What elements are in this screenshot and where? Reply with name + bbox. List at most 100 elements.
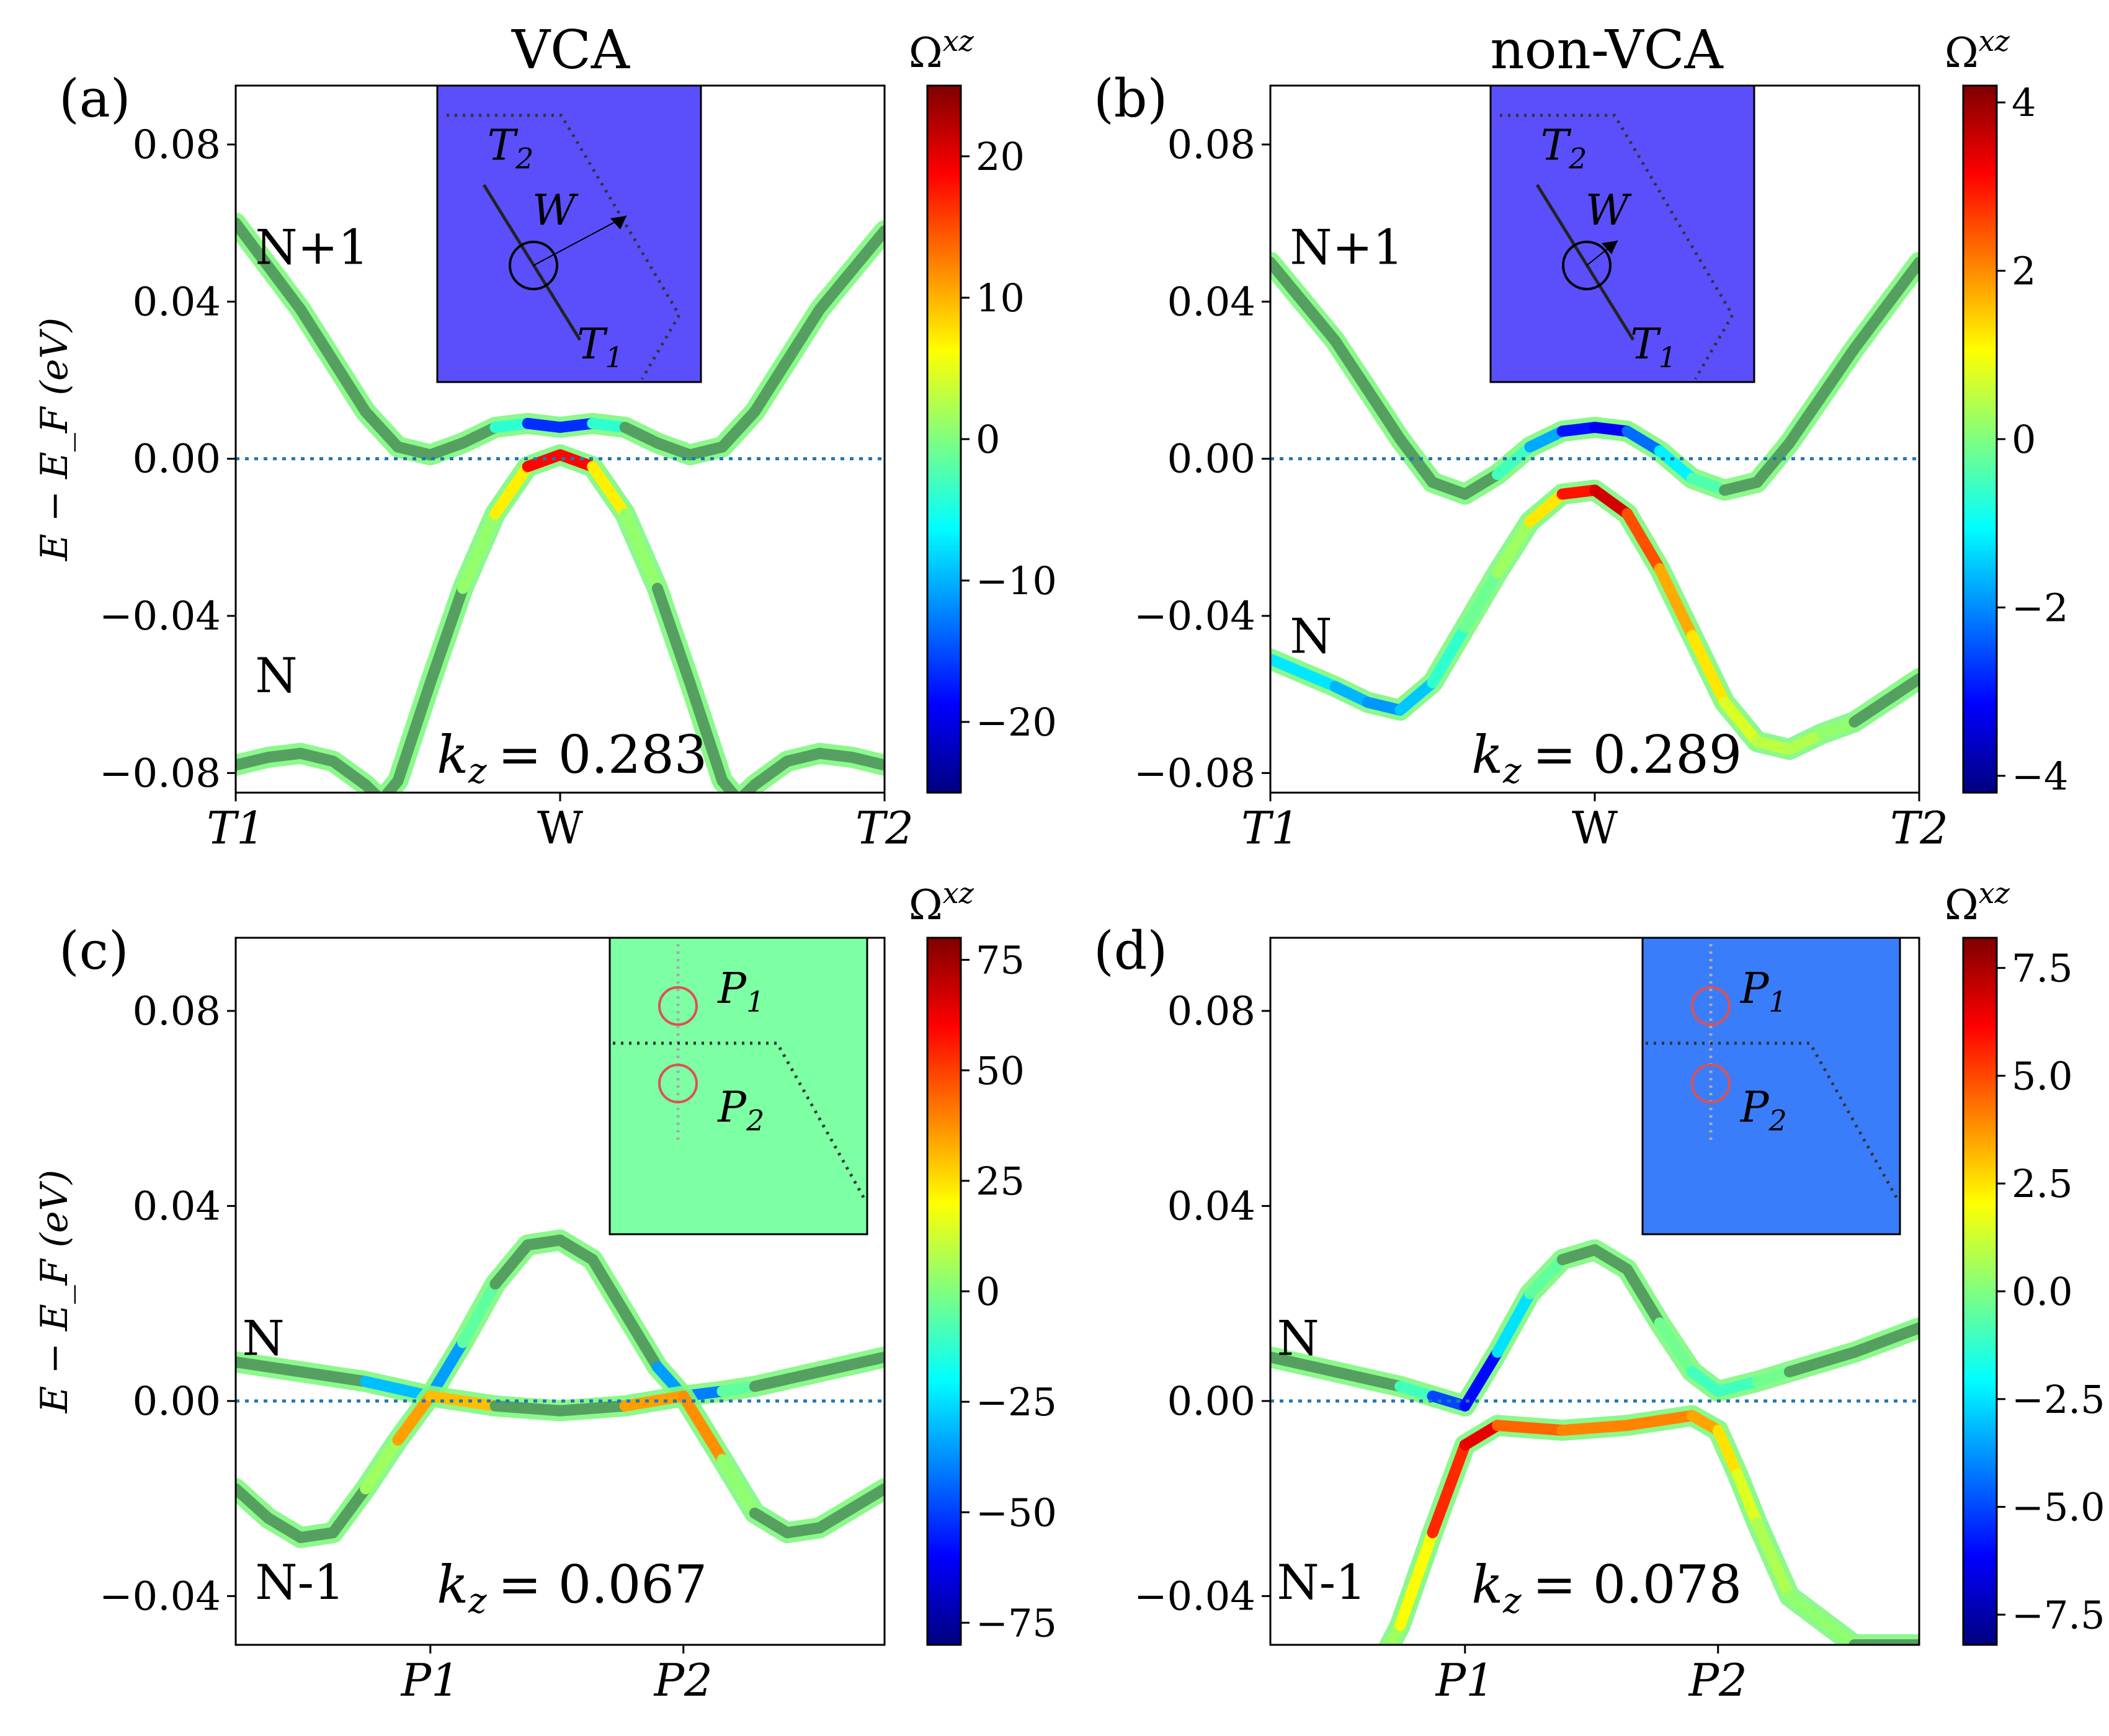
kz-label: kz = 0.078 bbox=[1471, 1554, 1742, 1621]
band-point bbox=[716, 775, 739, 793]
x-tick-label: T1 bbox=[207, 802, 265, 854]
band-point bbox=[1621, 1263, 1665, 1329]
colorbar-label: Ωxz bbox=[1945, 24, 2010, 77]
band-point bbox=[716, 1454, 760, 1519]
band-point bbox=[360, 1434, 404, 1495]
band-point bbox=[619, 1391, 689, 1412]
band-point bbox=[392, 677, 436, 786]
band-point bbox=[619, 508, 663, 594]
band-point bbox=[1732, 1468, 1763, 1529]
band-point bbox=[1654, 563, 1698, 641]
colorbar: 20 10 0 −10 −20 Ωxz bbox=[909, 24, 1057, 794]
y-tick-label: 0.04 bbox=[133, 279, 221, 325]
colorbar-gradient bbox=[1962, 937, 1998, 1646]
colorbar-tick-label: −7.5 bbox=[2012, 1592, 2105, 1637]
colorbar-tick-label: 2 bbox=[2012, 249, 2036, 294]
x-tick-label: P1 bbox=[1435, 1654, 1494, 1706]
kz-symbol: k bbox=[1471, 1554, 1503, 1615]
bz-boundary bbox=[1646, 1041, 1899, 1200]
band-point bbox=[749, 1366, 826, 1392]
x-tick-label: P2 bbox=[1688, 1654, 1747, 1706]
weyl-point-marker bbox=[658, 986, 698, 1026]
colorbar: 4 2 0 −2 −4 Ωxz bbox=[1945, 24, 2068, 799]
band-point bbox=[1383, 1619, 1406, 1645]
band-0 bbox=[236, 212, 885, 466]
band-point bbox=[1303, 1679, 1335, 1698]
colorbar-tick-label: 7.5 bbox=[2012, 946, 2073, 991]
band-point bbox=[1492, 516, 1536, 579]
band-point bbox=[1492, 1420, 1568, 1436]
arrow-icon bbox=[1602, 241, 1618, 254]
band-point bbox=[327, 1483, 372, 1539]
band-point bbox=[1751, 1517, 1795, 1602]
inset-label-subscript: 2 bbox=[515, 142, 533, 176]
band-point bbox=[1524, 425, 1568, 453]
band-point bbox=[489, 1239, 533, 1290]
kz-subscript: z bbox=[468, 1581, 487, 1621]
y-tick-label: −0.08 bbox=[99, 750, 221, 796]
band-point bbox=[749, 755, 793, 791]
y-tick-label: 0.08 bbox=[133, 989, 221, 1035]
y-axis-label: E − E_F (eV) bbox=[33, 1170, 76, 1413]
band-point bbox=[489, 461, 533, 520]
band-point bbox=[587, 461, 631, 520]
colorbar-tick-label: −4 bbox=[2012, 754, 2068, 799]
weyl-point-marker bbox=[658, 1064, 698, 1103]
colorbar-tick-label: 4 bbox=[2012, 80, 2036, 125]
axes-frame bbox=[1269, 937, 1920, 1646]
colorbar-tick-label: −5.0 bbox=[2012, 1485, 2105, 1530]
inset-label-subscript: 2 bbox=[1568, 142, 1587, 176]
band-point bbox=[619, 1307, 663, 1373]
band-point bbox=[1427, 622, 1471, 688]
kz-value: = 0.289 bbox=[1533, 724, 1742, 785]
band-point bbox=[360, 406, 404, 453]
x-tick-label: P2 bbox=[653, 1654, 713, 1706]
inset-label: T1 bbox=[577, 320, 623, 374]
kz-subscript: z bbox=[1502, 1581, 1522, 1621]
band-point bbox=[619, 422, 663, 449]
weyl-point-marker bbox=[1562, 241, 1612, 290]
y-tick-label: 0.04 bbox=[1167, 279, 1256, 325]
colorbar-tick-label: 50 bbox=[976, 1048, 1025, 1093]
band-point bbox=[1621, 425, 1665, 456]
colorbar-superscript: xz bbox=[943, 24, 974, 58]
band-point bbox=[236, 1356, 306, 1378]
x-tick-label: W bbox=[537, 802, 583, 854]
inset-label: W bbox=[532, 187, 579, 236]
band-point bbox=[587, 1253, 631, 1319]
band-point bbox=[846, 752, 885, 771]
band-point bbox=[1329, 335, 1406, 445]
band-point bbox=[1686, 630, 1731, 708]
band-point bbox=[1459, 469, 1504, 500]
band-point bbox=[1329, 1366, 1406, 1392]
band-label: N-1 bbox=[1277, 1555, 1366, 1611]
k-path bbox=[482, 184, 582, 341]
y-tick-label: 0.08 bbox=[1167, 122, 1256, 168]
y-tick-label: 0.00 bbox=[1167, 1379, 1256, 1425]
band-point bbox=[555, 1400, 631, 1417]
band-point bbox=[749, 1507, 793, 1539]
colorbar-symbol: Ω bbox=[909, 29, 943, 77]
kz-symbol: k bbox=[437, 1554, 468, 1615]
band-point bbox=[1712, 1425, 1744, 1480]
inset-map bbox=[1641, 937, 1901, 1235]
band-point bbox=[1654, 445, 1698, 484]
colorbar-tick-label: 0.0 bbox=[2012, 1269, 2073, 1314]
band-point bbox=[814, 225, 885, 315]
x-tick-label: W bbox=[1572, 802, 1618, 854]
kz-label: kz = 0.289 bbox=[1471, 724, 1742, 791]
kz-label: kz = 0.067 bbox=[437, 1554, 707, 1621]
colorbar-tick-label: 0 bbox=[2012, 417, 2036, 462]
kz-symbol: k bbox=[437, 724, 468, 785]
bz-boundary bbox=[1500, 114, 1734, 380]
band-point bbox=[1394, 1527, 1438, 1631]
band-point bbox=[327, 755, 372, 791]
colorbar-gradient bbox=[926, 937, 962, 1646]
y-tick-label: −0.04 bbox=[1134, 594, 1255, 639]
